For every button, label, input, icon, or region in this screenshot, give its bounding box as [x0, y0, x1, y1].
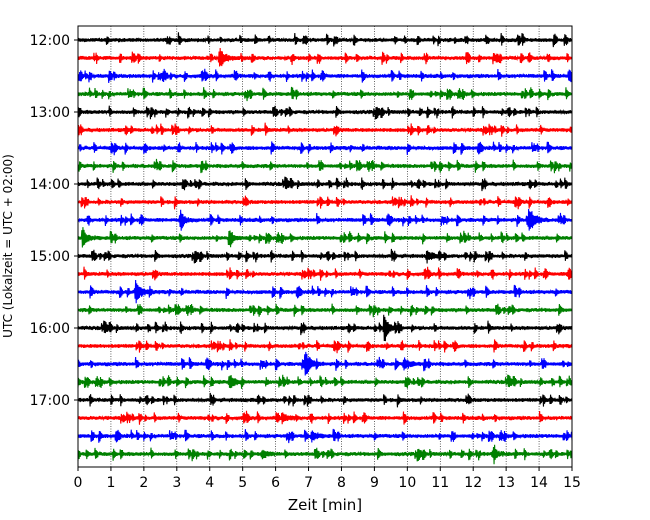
- x-axis-ticks: 0 1 2 3 4 5 6 7 8 9 10 11 12 13 14 15: [74, 467, 581, 491]
- trace-16:45: [77, 374, 573, 389]
- y-tick-label: 13:00: [30, 105, 70, 121]
- x-tick-label: 15: [563, 475, 581, 491]
- x-tick-label: 1: [106, 475, 115, 491]
- trace-15:45: [77, 303, 573, 318]
- y-axis-ticks: 12:00 13:00 14:00 15:00 16:00 17:00: [30, 33, 78, 409]
- x-tick-label: 10: [398, 475, 416, 491]
- trace-17:00: [77, 392, 573, 408]
- trace-12:00: [77, 32, 573, 48]
- trace-15:15: [77, 266, 573, 281]
- trace-13:15: [77, 122, 573, 138]
- trace-12:30: [77, 68, 573, 83]
- y-tick-label: 16:00: [30, 321, 70, 337]
- grid-lines: [77, 26, 573, 467]
- y-tick-label: 15:00: [30, 249, 70, 265]
- trace-17:30: [77, 428, 573, 444]
- x-tick-label: 9: [370, 475, 379, 491]
- trace-13:00: [77, 105, 573, 120]
- trace-14:45: [77, 227, 573, 248]
- x-tick-label: 13: [497, 475, 515, 491]
- trace-14:15: [77, 195, 573, 210]
- trace-16:15: [77, 339, 573, 354]
- trace-13:30: [77, 141, 573, 156]
- trace-16:30: [77, 351, 573, 376]
- y-tick-label: 12:00: [30, 33, 70, 49]
- x-tick-label: 11: [431, 475, 449, 491]
- plot-frame: [77, 25, 573, 468]
- x-tick-label: 5: [238, 475, 247, 491]
- y-axis-label: UTC (Lokalzeit = UTC + 02:00): [1, 154, 15, 338]
- x-axis-label: Zeit [min]: [288, 496, 362, 514]
- x-tick-label: 0: [74, 475, 83, 491]
- x-tick-label: 7: [304, 475, 313, 491]
- seismic-traces: [77, 32, 573, 465]
- x-tick-label: 14: [530, 475, 548, 491]
- y-tick-label: 14:00: [30, 177, 70, 193]
- trace-15:00: [77, 248, 573, 264]
- x-tick-label: 4: [205, 475, 214, 491]
- trace-12:15: [77, 48, 573, 67]
- y-tick-label: 17:00: [30, 393, 70, 409]
- trace-17:15: [77, 410, 573, 425]
- x-tick-label: 2: [139, 475, 148, 491]
- x-tick-label: 12: [464, 475, 482, 491]
- x-tick-label: 3: [172, 475, 181, 491]
- trace-13:45: [77, 158, 573, 174]
- x-tick-label: 8: [337, 475, 346, 491]
- x-tick-label: 6: [271, 475, 280, 491]
- trace-14:00: [77, 176, 573, 192]
- trace-12:45: [77, 86, 573, 102]
- trace-15:30: [77, 279, 573, 304]
- trace-16:00: [77, 314, 573, 342]
- trace-14:30: [77, 209, 573, 231]
- trace-17:45: [77, 444, 573, 465]
